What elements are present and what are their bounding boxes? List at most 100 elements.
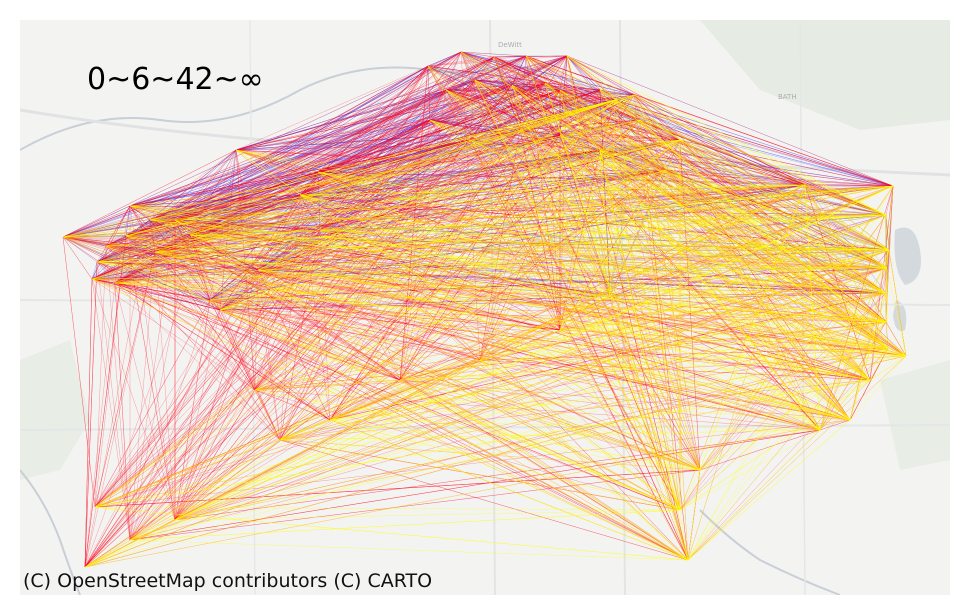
flow-line <box>84 419 851 568</box>
flow-line <box>149 171 319 221</box>
flow-line <box>469 139 887 216</box>
flow-line <box>559 89 616 101</box>
flow-line <box>633 94 871 381</box>
map-canvas[interactable]: DeWitt BATH <box>20 20 950 595</box>
flow-line <box>445 89 701 471</box>
flow-line <box>105 171 319 247</box>
flow-line <box>125 65 429 237</box>
flow-line <box>174 149 601 521</box>
flow-line <box>105 235 127 247</box>
flow-line <box>91 55 568 280</box>
flow-line <box>235 55 527 151</box>
flow-line <box>525 55 894 187</box>
flow-line <box>544 82 635 96</box>
flow-line <box>299 56 495 196</box>
flow-line <box>91 278 481 361</box>
flow-line <box>559 89 616 101</box>
flow-line <box>174 129 521 521</box>
flow-line <box>129 429 821 541</box>
flow-line <box>257 269 871 381</box>
flow-line <box>125 171 319 237</box>
flow-line <box>317 171 889 349</box>
flow-line <box>460 51 894 187</box>
flow-line <box>317 55 527 173</box>
flow-line <box>566 55 635 96</box>
flow-line <box>114 282 681 511</box>
flow-line <box>525 55 561 91</box>
flow-line <box>105 245 211 301</box>
flow-line <box>599 94 635 151</box>
flow-line <box>174 429 821 521</box>
flow-line <box>114 282 681 511</box>
flow-line <box>317 171 887 294</box>
flow-line <box>257 119 431 271</box>
flow-line <box>299 194 890 251</box>
flow-line <box>599 99 616 151</box>
flow-line <box>525 55 887 216</box>
flow-line <box>62 139 471 238</box>
flow-line <box>114 56 495 284</box>
flow-line <box>154 251 888 269</box>
flow-line <box>319 51 462 231</box>
map-frame[interactable]: DeWitt BATH 0~6~42~∞ <box>20 20 950 595</box>
flow-line <box>96 65 429 263</box>
flow-line <box>125 171 319 237</box>
flow-line <box>559 134 851 421</box>
flow-line <box>479 359 689 561</box>
flow-line <box>154 251 851 421</box>
flow-line <box>174 56 495 221</box>
flow-line <box>614 99 689 561</box>
flow-line <box>174 219 211 301</box>
flow-line <box>257 185 894 271</box>
flow-line <box>91 267 888 280</box>
flow-line <box>62 236 93 280</box>
flow-line <box>96 65 429 263</box>
flow-line <box>519 55 527 131</box>
flow-line <box>129 169 666 207</box>
flow-line <box>566 55 601 91</box>
flow-line <box>129 139 471 207</box>
flow-line <box>566 55 806 186</box>
flow-line <box>91 278 907 357</box>
flow-line <box>189 99 616 236</box>
flow-line <box>105 65 429 247</box>
flow-line <box>429 119 561 331</box>
flow-line <box>257 185 894 271</box>
flow-line <box>559 89 635 96</box>
flow-line <box>427 65 641 121</box>
flow-line <box>493 56 521 131</box>
flow-line <box>299 56 495 196</box>
flow-line <box>609 184 806 297</box>
flow-line <box>219 134 561 311</box>
flow-line <box>96 261 887 294</box>
flow-line <box>94 51 462 508</box>
flow-line <box>84 89 447 568</box>
flow-line <box>299 51 462 196</box>
flow-line <box>129 84 513 207</box>
flow-line <box>869 355 907 381</box>
flow-line <box>91 185 894 280</box>
flow-line <box>599 89 890 251</box>
flow-line <box>174 219 851 421</box>
flow-line <box>96 89 447 263</box>
flow-line <box>544 82 871 381</box>
flow-line <box>479 355 907 361</box>
flow-line <box>209 129 521 301</box>
flow-line <box>664 169 851 421</box>
flow-line <box>129 205 321 231</box>
flow-line <box>633 94 851 421</box>
flow-line <box>91 278 211 301</box>
flow-line <box>885 185 894 216</box>
flow-line <box>299 55 527 196</box>
flow-line <box>633 94 666 171</box>
flow-line <box>445 89 616 101</box>
flow-line <box>399 379 689 561</box>
flow-line <box>469 139 907 357</box>
flow-line <box>566 55 666 171</box>
flow-line <box>460 51 894 187</box>
flow-line <box>511 84 806 186</box>
flow-line <box>819 249 890 431</box>
flow-line <box>317 171 701 471</box>
flow-line <box>189 234 256 391</box>
flow-line <box>129 119 431 207</box>
